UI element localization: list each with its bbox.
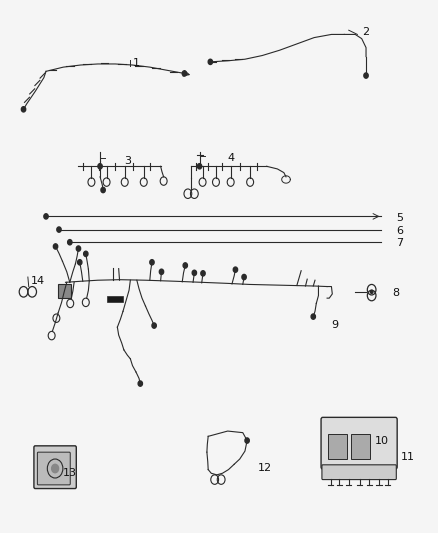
FancyBboxPatch shape [322,465,396,480]
Circle shape [52,464,59,473]
Circle shape [101,188,105,192]
Circle shape [44,214,48,219]
FancyBboxPatch shape [58,285,71,298]
FancyBboxPatch shape [321,417,397,469]
Circle shape [183,263,187,268]
Circle shape [371,290,373,293]
Circle shape [84,251,88,256]
Text: 10: 10 [374,435,389,446]
Text: 8: 8 [392,288,399,298]
Circle shape [233,267,237,272]
Text: 13: 13 [64,469,78,478]
FancyBboxPatch shape [37,452,70,485]
Text: 7: 7 [396,238,403,248]
Bar [106,296,123,302]
Circle shape [159,269,164,274]
Circle shape [150,260,154,265]
Text: 14: 14 [31,276,45,286]
Circle shape [208,59,212,64]
Circle shape [192,270,197,276]
Circle shape [364,73,368,78]
Circle shape [21,107,26,112]
Text: 6: 6 [396,225,403,236]
Text: 3: 3 [124,156,131,166]
Text: 1: 1 [133,59,140,68]
Circle shape [152,323,156,328]
FancyBboxPatch shape [34,446,76,489]
Circle shape [201,271,205,276]
Circle shape [78,260,82,265]
Circle shape [198,164,202,169]
Circle shape [67,240,72,245]
Bar [328,434,347,459]
Circle shape [57,227,61,232]
Text: 2: 2 [362,27,369,37]
Circle shape [311,314,315,319]
Text: 11: 11 [401,453,415,463]
Text: 12: 12 [258,463,272,473]
Bar [351,434,371,459]
Circle shape [245,438,249,443]
Text: 4: 4 [228,154,235,164]
Circle shape [98,164,102,169]
Circle shape [182,71,187,76]
Circle shape [242,274,246,280]
Circle shape [138,381,142,386]
Text: 9: 9 [332,319,339,329]
Circle shape [53,244,58,249]
Text: 5: 5 [396,213,403,223]
Circle shape [76,246,81,251]
